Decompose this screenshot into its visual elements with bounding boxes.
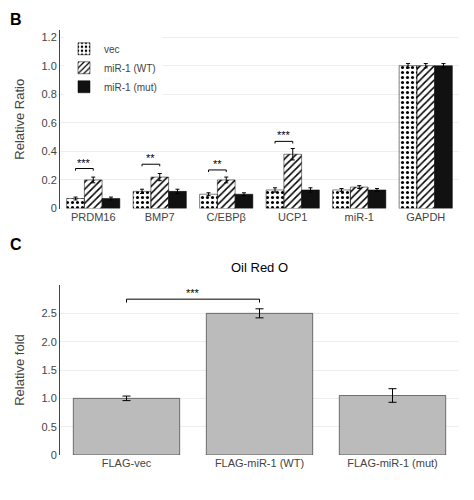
svg-text:FLAG-miR-1 (WT): FLAG-miR-1 (WT)	[215, 457, 304, 469]
svg-text:miR-1 (mut): miR-1 (mut)	[104, 82, 157, 93]
svg-text:1.0: 1.0	[42, 60, 57, 72]
svg-text:**: **	[146, 152, 155, 164]
svg-text:***: ***	[186, 287, 200, 299]
svg-text:***: ***	[277, 129, 291, 141]
svg-text:UCP1: UCP1	[278, 211, 307, 223]
svg-text:1.0: 1.0	[42, 392, 57, 404]
svg-text:B: B	[10, 11, 22, 28]
svg-text:0.4: 0.4	[42, 145, 57, 157]
svg-text:FLAG-vec: FLAG-vec	[102, 457, 152, 469]
svg-text:0: 0	[51, 202, 57, 214]
svg-text:0: 0	[51, 449, 57, 461]
svg-text:miR-1: miR-1	[345, 211, 374, 223]
svg-text:Relative Ratio: Relative Ratio	[12, 79, 27, 160]
svg-text:Oil Red O: Oil Red O	[231, 260, 288, 275]
svg-text:1.5: 1.5	[42, 364, 57, 376]
svg-text:C: C	[10, 236, 22, 253]
svg-text:0.8: 0.8	[42, 88, 57, 100]
svg-text:miR-1 (WT): miR-1 (WT)	[104, 63, 156, 74]
svg-text:0.5: 0.5	[42, 421, 57, 433]
svg-text:**: **	[213, 158, 222, 170]
svg-text:1.2: 1.2	[42, 31, 57, 43]
svg-text:0.6: 0.6	[42, 117, 57, 129]
svg-text:BMP7: BMP7	[145, 211, 175, 223]
svg-text:2.5: 2.5	[42, 307, 57, 319]
svg-text:PRDM16: PRDM16	[71, 211, 116, 223]
svg-text:vec: vec	[104, 44, 120, 55]
svg-text:FLAG-miR-1 (mut): FLAG-miR-1 (mut)	[347, 457, 437, 469]
svg-text:GAPDH: GAPDH	[406, 211, 445, 223]
svg-text:***: ***	[77, 157, 91, 169]
svg-text:Relative fold: Relative fold	[12, 334, 27, 406]
svg-text:0.2: 0.2	[42, 174, 57, 186]
svg-text:C/EBPβ: C/EBPβ	[207, 211, 246, 223]
svg-text:2.0: 2.0	[42, 336, 57, 348]
